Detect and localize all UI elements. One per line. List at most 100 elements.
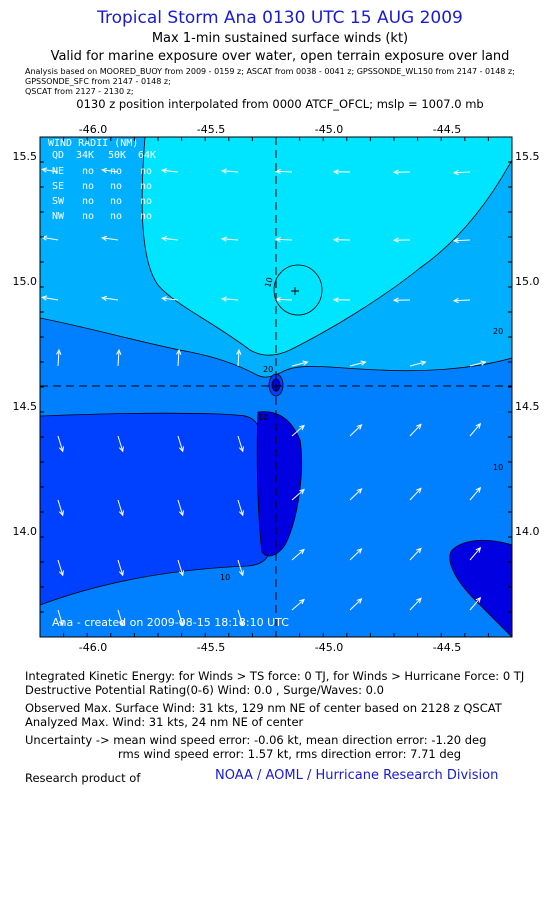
wind-vector-head	[356, 548, 363, 554]
wind-vector	[162, 297, 179, 301]
wind-vector	[291, 361, 308, 367]
lon-tick-label: -45.0	[315, 123, 343, 136]
lat-tick-label: 14.0	[515, 525, 540, 538]
created-stamp: Ana - created on 2009-08-15 18:18:10 UTC	[52, 616, 289, 629]
analysis-sources-1: Analysis based on MOORED_BUOY from 2009 …	[25, 67, 515, 76]
wind-vector	[409, 424, 422, 437]
contour-labels: 10 20 20 10 10 10	[220, 276, 503, 582]
wind-vector	[237, 350, 240, 367]
wind-radii-header-34: 34K	[76, 150, 94, 161]
wind-vector-head	[58, 446, 64, 453]
wind-vector	[42, 168, 59, 173]
wind-radii-cell: no	[110, 181, 122, 192]
wind-vector-head	[452, 297, 459, 304]
wind-vector-head	[160, 296, 167, 302]
center-crosshair	[40, 137, 512, 637]
research-label: Research product of	[25, 771, 141, 785]
lat-labels-right: 15.5 15.0 14.5 14.0	[515, 150, 540, 538]
wind-vector	[162, 237, 179, 241]
map-title: Tropical Storm Ana 0130 UTC 15 AUG 2009	[97, 8, 463, 28]
wind-radii-row-se: SE	[52, 181, 64, 192]
wind-vector	[222, 238, 239, 241]
wind-vector	[222, 170, 239, 173]
wind-vector	[57, 350, 60, 367]
lon-tick-label: -45.0	[315, 641, 343, 654]
wind-radii-cell: no	[110, 196, 122, 207]
wind-vector-head	[176, 348, 182, 355]
lon-tick-label: -46.0	[79, 123, 107, 136]
wind-max-core	[273, 264, 323, 316]
wind-vector	[102, 237, 119, 241]
wind-vector	[291, 489, 305, 501]
wind-vector-head	[101, 235, 108, 241]
wind-vector	[349, 361, 366, 367]
wind-band-darker	[256, 411, 302, 557]
wind-vector-head	[178, 620, 184, 627]
map-subtitle: Max 1-min sustained surface winds (kt)	[151, 31, 409, 46]
wind-vector-head	[299, 424, 305, 431]
wind-vector	[117, 350, 120, 367]
wind-vector	[57, 559, 64, 576]
wind-vector-head	[160, 236, 167, 242]
wind-vector	[275, 298, 293, 301]
wind-radii-header-qd: QD	[52, 150, 64, 161]
contour-label: 10	[258, 413, 268, 422]
wind-vector-head	[475, 546, 482, 553]
wind-vector-head	[332, 169, 339, 175]
wind-radii-cell: no	[82, 166, 94, 177]
wind-vector	[162, 169, 179, 173]
wind-vector-head	[360, 360, 367, 366]
lat-labels-left: 15.5 15.0 14.5 14.0	[13, 150, 38, 538]
wind-vector	[469, 487, 481, 501]
wind-vector-head	[475, 422, 482, 429]
wind-radii-header-64: 64K	[138, 150, 156, 161]
wind-vector	[177, 435, 184, 452]
wind-vector-head	[101, 295, 108, 301]
position-note: 0130 z position interpolated from 0000 A…	[76, 97, 484, 111]
wind-vector	[469, 423, 481, 437]
wind-vector	[291, 425, 305, 437]
wind-vector-head	[58, 620, 64, 627]
wind-vector-head	[452, 169, 459, 176]
wind-vector-head	[118, 620, 124, 627]
wind-vector-head	[420, 360, 427, 366]
wind-vector-head	[274, 236, 281, 243]
wind-vector-head	[118, 446, 124, 453]
wind-vector	[291, 599, 305, 611]
wind-radii-cell: no	[140, 211, 152, 222]
wind-vector	[291, 549, 305, 561]
lon-tick-label: -45.5	[197, 123, 225, 136]
wind-vector	[222, 298, 239, 301]
wind-vector	[409, 361, 426, 367]
wind-vector	[453, 239, 471, 242]
wind-vector-head	[238, 570, 244, 577]
wind-radii-row-sw: SW	[52, 196, 65, 207]
wind-vector	[42, 296, 59, 301]
lon-labels-top: -46.0 -45.5 -45.0 -44.5	[79, 123, 461, 136]
contour-label: 20	[263, 365, 273, 374]
wind-vector-head	[302, 360, 309, 366]
wind-radii-cell: no	[140, 181, 152, 192]
wind-vector	[469, 547, 481, 561]
wind-vector-head	[452, 237, 459, 244]
wind-field-map: 10 20 20 10 10 10 WIND RADII (NM) QD 34K…	[13, 123, 540, 654]
wind-vector-head	[220, 236, 227, 242]
lat-tick-label: 15.5	[13, 150, 38, 163]
wind-vector	[275, 238, 293, 241]
wind-vector-head	[178, 570, 184, 577]
wind-vector-head	[475, 596, 482, 603]
wind-vector-head	[58, 570, 64, 577]
lon-tick-label: -44.5	[433, 123, 461, 136]
wind-vector	[409, 598, 422, 611]
uncertainty-line-2: rms wind speed error: 1.57 kt, rms direc…	[118, 747, 462, 761]
wind-max-marker	[291, 287, 299, 295]
lat-tick-label: 15.0	[515, 275, 540, 288]
noaa-credit-link[interactable]: NOAA / AOML / Hurricane Research Divisio…	[215, 768, 499, 783]
wind-vector	[177, 350, 180, 367]
wind-vector-head	[299, 598, 305, 605]
wind-vector-head	[238, 510, 244, 517]
wind-vector	[237, 499, 244, 516]
wind-vector	[117, 499, 124, 516]
wind-vector-head	[236, 348, 242, 355]
wind-vector-head	[220, 296, 227, 302]
